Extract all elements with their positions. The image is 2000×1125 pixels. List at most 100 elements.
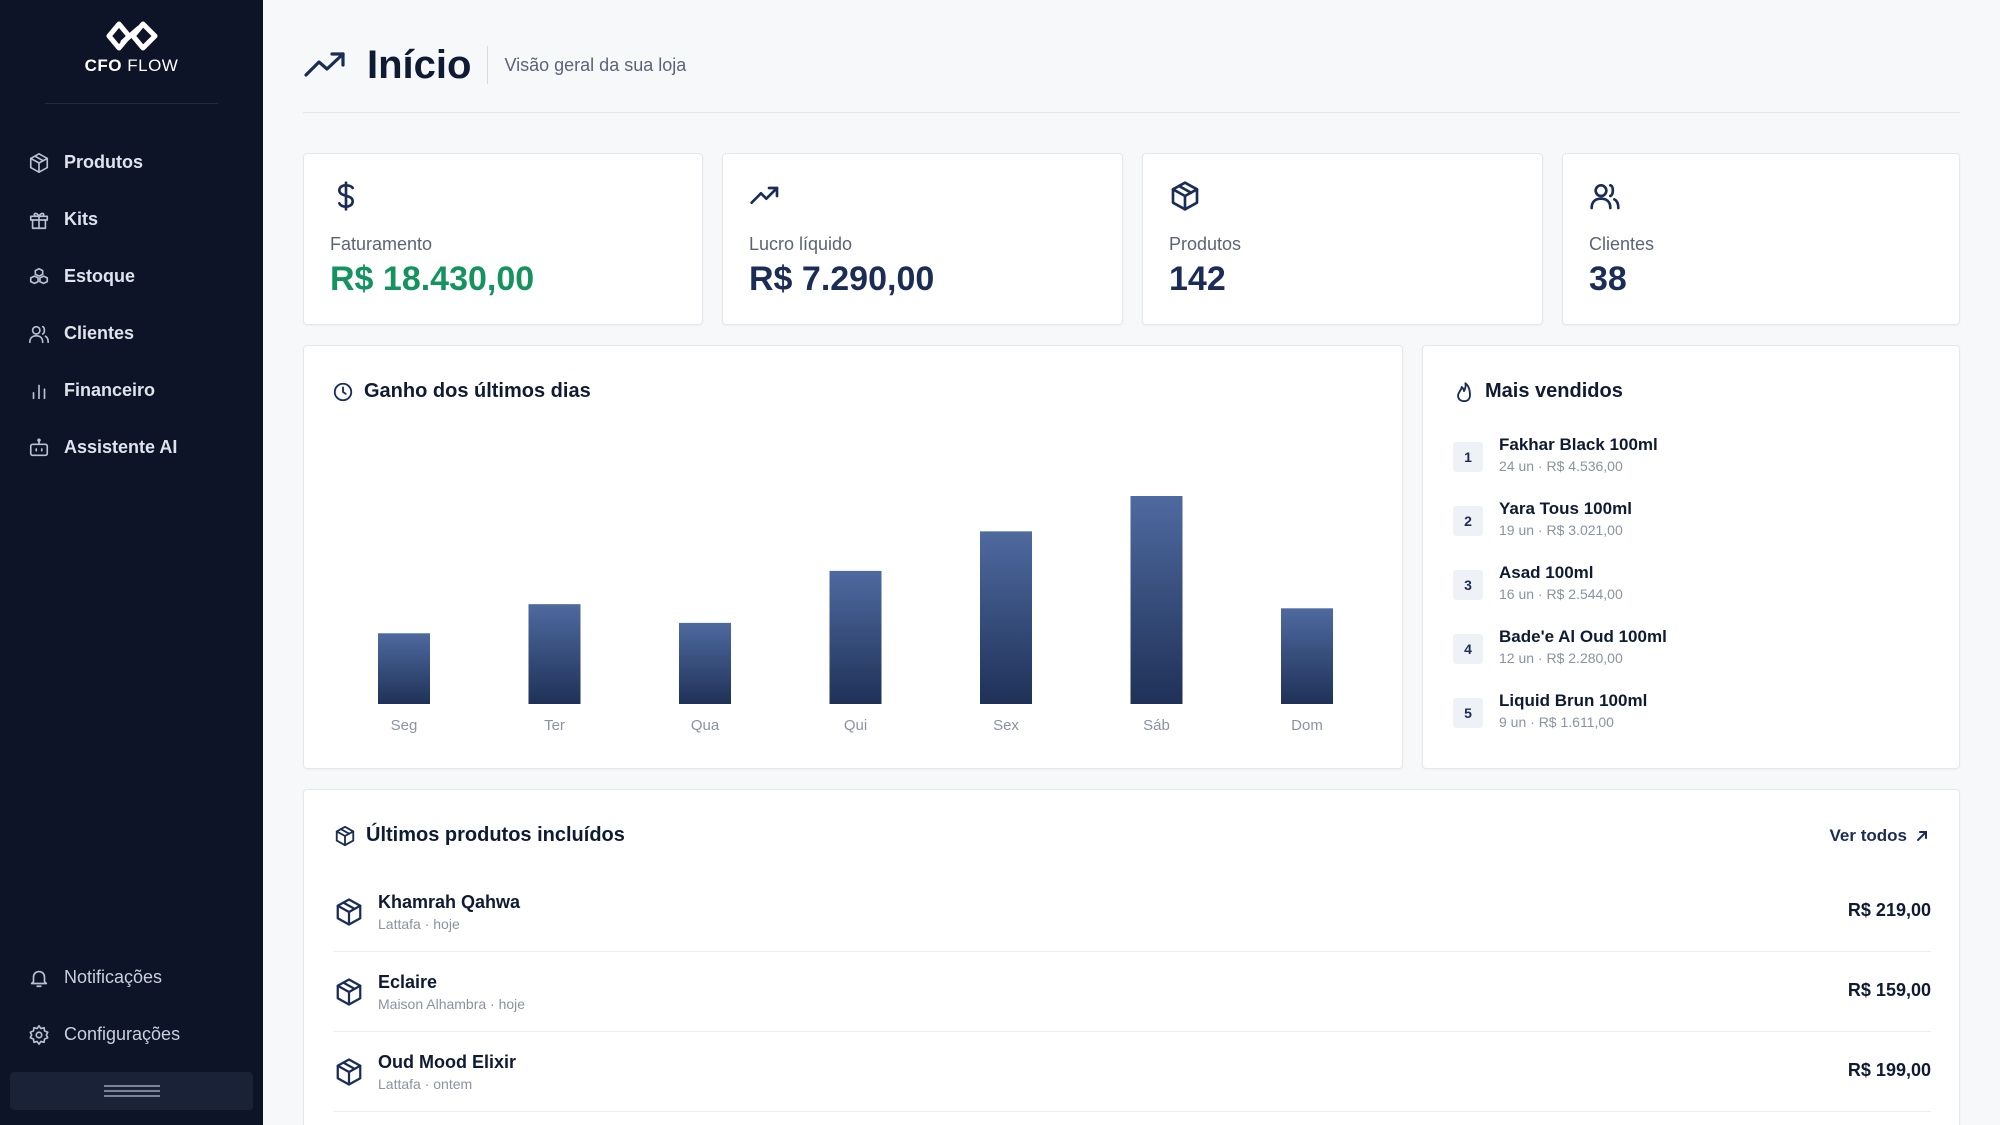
product-price: R$ 219,00 <box>1847 900 1931 920</box>
stat-label: Clientes <box>1589 234 1655 254</box>
list-item[interactable]: 4 Bade'e Al Oud 100ml 12 un · R$ 2.280,00 <box>1453 626 1953 690</box>
collapse-sidebar-button[interactable] <box>10 1072 253 1110</box>
box-icon <box>1171 181 1199 211</box>
rank-badge: 4 <box>1453 634 1483 664</box>
product-meta: 16 un · R$ 2.544,00 <box>1499 586 1623 602</box>
divider <box>45 103 218 104</box>
bar-chart-icon <box>32 384 46 399</box>
sidebar: CFO FLOW Produtos Kits Estoque Clientes … <box>0 0 263 1125</box>
stat-card-lucro: Lucro líquido R$ 7.290,00 <box>722 153 1123 325</box>
list-item[interactable]: 2 Yara Tous 100ml 19 un · R$ 3.021,00 <box>1453 498 1953 562</box>
recent-products-list: Khamrah Qahwa Lattafa · hoje R$ 219,00 Ec… <box>334 872 1931 1112</box>
chart-bar[interactable] <box>1130 496 1183 704</box>
x-tick-label: Sáb <box>1143 717 1170 734</box>
sidebar-item-label: Clientes <box>64 323 135 343</box>
sidebar-item-label: Kits <box>64 209 99 229</box>
sidebar-item-kits[interactable]: Kits <box>0 191 263 248</box>
recent-products-title: Últimos produtos incluídos <box>334 824 625 847</box>
stat-value: R$ 7.290,00 <box>749 260 935 298</box>
panel-title-text: Últimos produtos incluídos <box>366 824 625 846</box>
stat-label: Lucro líquido <box>749 234 853 254</box>
view-all-label: Ver todos <box>1829 826 1907 845</box>
stat-card-produtos: Produtos 142 <box>1142 153 1543 325</box>
product-meta: 9 un · R$ 1.611,00 <box>1499 714 1614 730</box>
box-icon <box>336 1057 362 1086</box>
sidebar-item-label: Configurações <box>64 1024 181 1044</box>
trend-up-icon <box>750 186 779 204</box>
rank-badge: 2 <box>1453 506 1483 536</box>
sidebar-bottom-nav: Notificações Configurações <box>0 949 263 1063</box>
page-subtitle: Visão geral da sua loja <box>504 54 687 75</box>
chart-bar[interactable] <box>378 633 430 704</box>
bot-icon <box>29 437 49 456</box>
sidebar-item-clientes[interactable]: Clientes <box>0 305 263 362</box>
x-tick-label: Sex <box>993 717 1019 734</box>
gift-icon <box>29 212 49 229</box>
chart-bar[interactable] <box>1281 608 1333 704</box>
trend-up-icon <box>304 52 345 77</box>
arrow-up-right-icon <box>1917 831 1927 841</box>
x-tick-label: Ter <box>544 717 565 734</box>
gear-icon <box>29 1024 49 1045</box>
box-icon <box>336 977 362 1006</box>
sidebar-item-label: Notificações <box>64 967 163 987</box>
sidebar-item-label: Estoque <box>64 266 136 286</box>
product-name: Bade'e Al Oud 100ml <box>1499 627 1667 646</box>
product-name: Fakhar Black 100ml <box>1499 435 1658 454</box>
recent-products-card: Últimos produtos incluídos Ver todos Kha… <box>303 789 1960 1125</box>
flame-icon <box>1457 381 1471 402</box>
chart-bar[interactable] <box>679 622 731 704</box>
list-item[interactable]: Eclaire Maison Alhambra · hoje R$ 159,00 <box>334 952 1931 1032</box>
sidebar-item-label: Produtos <box>64 152 143 172</box>
logo[interactable]: CFO FLOW <box>0 18 263 76</box>
list-item[interactable]: 3 Asad 100ml 16 un · R$ 2.544,00 <box>1453 562 1953 626</box>
stat-card-faturamento: Faturamento R$ 18.430,00 <box>303 153 703 325</box>
stat-label: Produtos <box>1169 234 1242 254</box>
top-sellers-card: Mais vendidos 1 Fakhar Black 100ml 24 un … <box>1422 345 1960 769</box>
product-name: Eclaire <box>378 971 438 992</box>
product-meta: 19 un · R$ 3.021,00 <box>1499 522 1623 538</box>
page-title: Início <box>367 42 472 87</box>
box-icon <box>29 152 49 173</box>
sidebar-item-produtos[interactable]: Produtos <box>0 134 263 191</box>
box-icon <box>336 897 362 926</box>
clock-icon <box>333 382 353 401</box>
stat-label: Faturamento <box>330 234 433 254</box>
boxes-icon <box>29 267 49 284</box>
product-name: Asad 100ml <box>1499 563 1594 582</box>
bell-icon <box>30 970 48 987</box>
logo-icon <box>106 21 157 51</box>
panel-title-text: Mais vendidos <box>1485 380 1623 402</box>
x-tick-label: Dom <box>1291 717 1323 734</box>
sidebar-item-notificacoes[interactable]: Notificações <box>0 949 263 1006</box>
view-all-link[interactable]: Ver todos <box>1830 826 1929 846</box>
list-item[interactable]: 5 Liquid Brun 100ml 9 un · R$ 1.611,00 <box>1453 690 1953 754</box>
rank-badge: 3 <box>1453 570 1483 600</box>
sidebar-item-configuracoes[interactable]: Configurações <box>0 1006 263 1063</box>
chart-bar[interactable] <box>980 531 1032 704</box>
stat-value: R$ 18.430,00 <box>330 260 535 298</box>
chart-bar[interactable] <box>528 604 581 704</box>
main-content: Início Visão geral da sua loja Faturamen… <box>263 0 2000 1125</box>
product-name: Liquid Brun 100ml <box>1499 691 1648 710</box>
users-icon <box>29 325 49 343</box>
product-meta: Lattafa · hoje <box>378 915 460 932</box>
sidebar-item-financeiro[interactable]: Financeiro <box>0 362 263 419</box>
product-price: R$ 199,00 <box>1847 1060 1931 1080</box>
x-tick-label: Qui <box>844 717 867 734</box>
earnings-chart-card: Ganho dos últimos dias Seg Ter Qua Qui Sex Sá… <box>303 345 1403 769</box>
divider <box>487 46 489 84</box>
sidebar-item-estoque[interactable]: Estoque <box>0 248 263 305</box>
product-name: Yara Tous 100ml <box>1499 499 1632 518</box>
box-icon <box>335 825 355 846</box>
stat-value: 38 <box>1589 260 1627 298</box>
brand-name: CFO FLOW <box>84 56 179 75</box>
sidebar-item-label: Assistente AI <box>64 437 178 457</box>
list-item[interactable]: Oud Mood Elixir Lattafa · ontem R$ 199,00 <box>334 1032 1931 1112</box>
chart-bar[interactable] <box>829 570 882 704</box>
menu-lines-icon <box>103 1085 160 1097</box>
list-item[interactable]: Khamrah Qahwa Lattafa · hoje R$ 219,00 <box>334 872 1931 952</box>
product-name: Oud Mood Elixir <box>378 1051 516 1072</box>
sidebar-item-assistente-ai[interactable]: Assistente AI <box>0 419 263 476</box>
list-item[interactable]: 1 Fakhar Black 100ml 24 un · R$ 4.536,00 <box>1453 434 1953 498</box>
